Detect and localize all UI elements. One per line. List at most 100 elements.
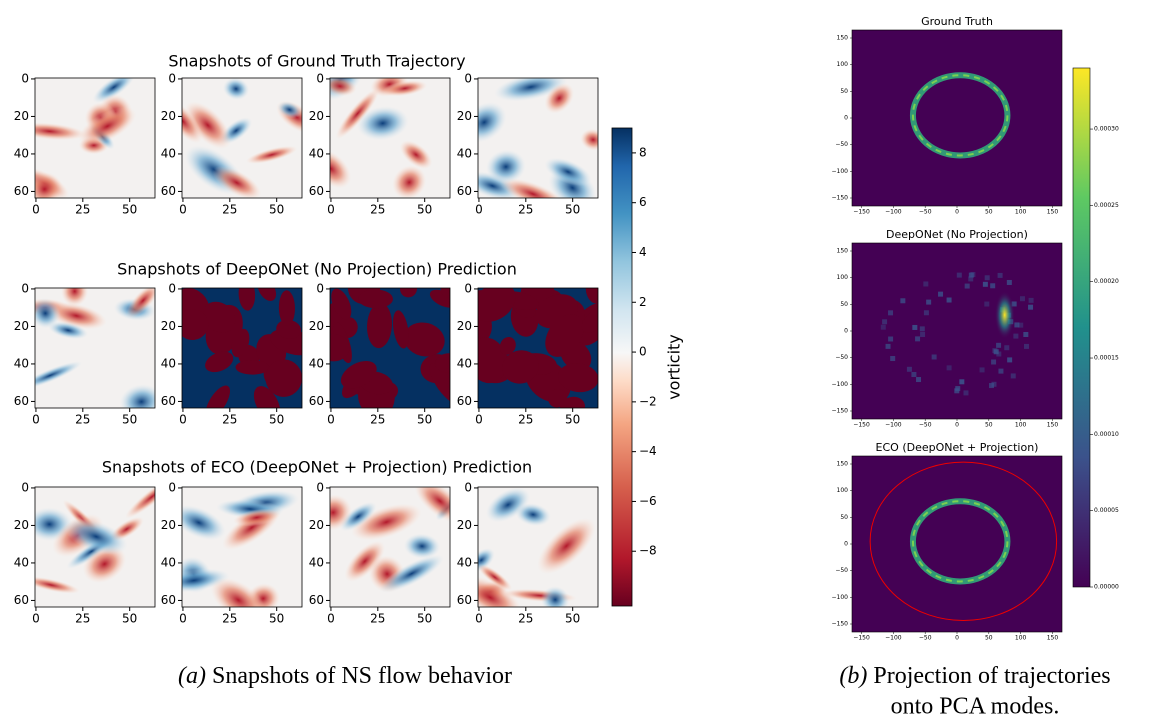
y-tick-label: 60 [161,593,176,607]
row-title: Snapshots of DeepONet (No Projection) Pr… [117,260,517,279]
y-tick-label: 40 [457,146,472,160]
density-cell [996,343,1001,348]
x-tick-label: 0 [955,209,959,216]
y-tick-label: 40 [309,356,324,370]
y-tick-label: 60 [14,184,29,198]
density-cell [998,273,1003,278]
density-cell [1018,323,1023,328]
y-tick-label: −100 [832,168,849,175]
y-tick-label: 60 [161,394,176,408]
y-tick-label: 50 [840,514,848,521]
x-tick-label: −100 [885,635,902,642]
caption-text: Snapshots of NS flow behavior [212,663,512,689]
y-tick-label: −150 [832,621,849,628]
snapshot [317,266,468,422]
density-cell [912,325,917,330]
density-cell [957,273,962,278]
density-cell [1013,334,1018,339]
colorbar-tick-label: 4 [639,245,647,259]
snapshot [304,52,450,206]
density-cell [1029,298,1034,303]
density-cell [1020,296,1025,301]
snapshot [461,268,619,420]
y-tick-label: 40 [14,356,29,370]
y-tick-label: 100 [837,61,849,68]
caption-b-line2: onto PCA modes. [891,694,1060,720]
density-cell [900,298,905,303]
snapshot [12,66,155,212]
density-cell [959,379,964,384]
density-cell [932,354,937,359]
y-tick-label: 20 [309,319,324,333]
y-tick-label: 0 [168,71,176,85]
y-tick-label: 0 [21,281,29,295]
y-tick-label: 60 [457,184,472,198]
y-tick-label: 20 [457,319,472,333]
y-tick-label: 0 [316,480,324,494]
x-tick-label: 100 [1015,635,1027,642]
blob [236,360,270,375]
x-tick-label: 50 [417,413,432,427]
density-cell [980,367,985,372]
caption-label: (a) [178,663,206,689]
x-tick-label: 50 [122,612,137,626]
x-tick-label: 150 [1047,635,1059,642]
y-tick-label: −150 [832,195,849,202]
y-tick-label: 40 [14,146,29,160]
y-tick-label: 60 [14,593,29,607]
x-tick-label: 25 [75,612,90,626]
colorbar-label: vorticity [665,334,684,400]
y-tick-label: 20 [161,319,176,333]
x-tick-label: 0 [327,203,335,217]
density-cell [890,356,895,361]
y-tick-label: −100 [832,381,849,388]
y-tick-label: 0 [168,480,176,494]
density-cell [882,319,887,324]
y-tick-label: 40 [309,146,324,160]
density-cell [1024,344,1029,349]
density-cell [915,336,920,341]
x-tick-label: 25 [222,203,237,217]
y-tick-label: 0 [844,541,848,548]
y-tick-label: 60 [457,593,472,607]
caption-b: (b) Projection of trajectories [839,663,1110,689]
y-tick-label: 0 [168,281,176,295]
y-tick-label: 60 [457,394,472,408]
density-cell [984,302,989,307]
y-tick-label: 40 [457,356,472,370]
density-cell [970,272,975,277]
density-cell [996,352,1001,357]
density-cell [888,336,893,341]
figure: (a) Snapshots of NS flow behavior (b) Pr… [0,0,1150,723]
x-tick-label: −150 [853,635,870,642]
y-tick-label: 60 [309,184,324,198]
y-tick-label: 20 [457,109,472,123]
density-cell [920,332,925,337]
y-tick-label: 0 [316,281,324,295]
x-tick-label: 50 [565,413,580,427]
plot-title: ECO (DeepONet + Projection) [876,441,1039,454]
y-tick-label: 0 [464,281,472,295]
x-tick-label: 50 [417,203,432,217]
density-cell [1004,345,1009,350]
colorbar-tick-label: −8 [639,544,657,558]
x-tick-label: 0 [327,612,335,626]
density-cell [998,369,1003,374]
density-cell [1028,305,1033,310]
x-tick-label: 0 [955,422,959,429]
x-tick-label: 0 [32,413,40,427]
y-tick-label: −100 [832,594,849,601]
x-tick-label: 50 [985,422,993,429]
x-tick-label: 0 [179,612,187,626]
x-tick-label: 0 [475,413,483,427]
density-cell [1007,357,1012,362]
x-tick-label: −100 [885,422,902,429]
x-tick-label: −150 [853,209,870,216]
x-tick-label: 50 [269,612,284,626]
x-tick-label: 50 [417,612,432,626]
density-cell [924,310,929,315]
y-tick-label: 60 [309,394,324,408]
colorbar-tick-label: 0 [639,345,647,359]
y-tick-label: 150 [837,248,849,255]
y-tick-label: 0 [316,71,324,85]
